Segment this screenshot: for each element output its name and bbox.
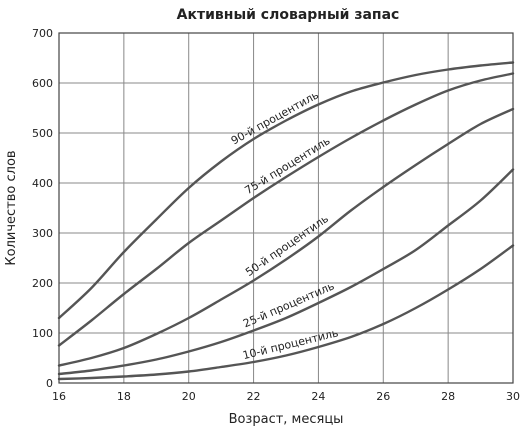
series-line-1 [57, 61, 515, 320]
x-tick-label: 20 [182, 390, 196, 403]
series-label: 50-й процентиль [243, 212, 331, 279]
x-tick-label: 22 [247, 390, 261, 403]
x-tick-label: 16 [52, 390, 66, 403]
chart-title: Активный словарный запас [177, 7, 400, 23]
plot-frame [58, 32, 514, 384]
series-line-3 [57, 107, 515, 367]
y-tick-label: 0 [46, 377, 53, 390]
series-line-5 [57, 244, 515, 381]
y-axis-label: Количество слов [4, 150, 19, 265]
y-tick-label: 700 [32, 27, 53, 40]
series-label: 25-й процентиль [241, 279, 336, 330]
series-line-2 [57, 72, 515, 347]
y-tick-label: 500 [32, 127, 53, 140]
series-label: 90-й процентиль [229, 88, 321, 147]
x-tick-label: 24 [311, 390, 325, 403]
series-label: 75-й процентиль [242, 134, 332, 197]
series-line-4 [57, 168, 515, 376]
x-tick-label: 28 [441, 390, 455, 403]
y-tick-label: 200 [32, 277, 53, 290]
x-tick-label: 30 [506, 390, 520, 403]
y-tick-label: 300 [32, 227, 53, 240]
x-tick-label: 18 [117, 390, 131, 403]
y-tick-label: 600 [32, 77, 53, 90]
grid [58, 32, 514, 384]
y-tick-label: 400 [32, 177, 53, 190]
series-curves [57, 61, 515, 381]
y-tick-label: 100 [32, 327, 53, 340]
x-tick-label: 26 [376, 390, 390, 403]
x-axis-label: Возраст, месяцы [229, 412, 344, 427]
